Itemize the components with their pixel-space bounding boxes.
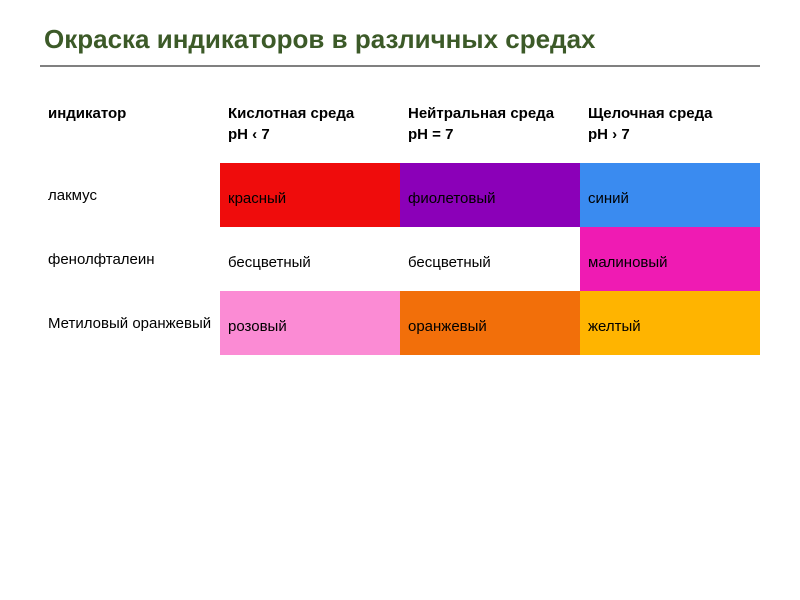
cell-text: синий [588, 184, 752, 207]
cell-methyl-alkaline: желтый [580, 291, 760, 355]
header-sub: рН ‹ 7 [228, 126, 270, 143]
header-label: Щелочная среда [588, 105, 713, 122]
cell-text: малиновый [588, 248, 752, 271]
cell-text: бесцветный [408, 248, 572, 271]
cell-text: фиолетовый [408, 184, 572, 207]
cell-methyl-neutral: оранжевый [400, 291, 580, 355]
header-indicator: индикатор [40, 97, 220, 163]
header-sub: рН › 7 [588, 126, 630, 143]
header-alkaline: Щелочная среда рН › 7 [580, 97, 760, 163]
cell-litmus-acidic: красный [220, 163, 400, 227]
slide-title: Окраска индикаторов в различных средах [40, 24, 760, 55]
cell-methyl-acidic: розовый [220, 291, 400, 355]
cell-text: оранжевый [408, 312, 572, 335]
row-label-litmus: лакмус [40, 163, 220, 227]
cell-text: бесцветный [228, 248, 392, 271]
cell-litmus-alkaline: синий [580, 163, 760, 227]
header-label: индикатор [48, 105, 126, 122]
cell-text: розовый [228, 312, 392, 335]
header-acidic: Кислотная среда рН ‹ 7 [220, 97, 400, 163]
title-divider [40, 65, 760, 67]
slide-container: Окраска индикаторов в различных средах и… [0, 0, 800, 600]
cell-text: красный [228, 184, 392, 207]
header-label: Нейтральная среда [408, 105, 554, 122]
cell-text: желтый [588, 312, 752, 335]
cell-phenol-acidic: бесцветный [220, 227, 400, 291]
row-label-methyl-orange: Метиловый оранжевый [40, 291, 220, 355]
header-label: Кислотная среда [228, 105, 354, 122]
header-sub: рН = 7 [408, 126, 453, 143]
cell-phenol-alkaline: малиновый [580, 227, 760, 291]
table-row: лакмус красный фиолетовый синий [40, 163, 760, 227]
row-label-phenolphthalein: фенолфталеин [40, 227, 220, 291]
cell-litmus-neutral: фиолетовый [400, 163, 580, 227]
header-neutral: Нейтральная среда рН = 7 [400, 97, 580, 163]
table-row: Метиловый оранжевый розовый оранжевый же… [40, 291, 760, 355]
cell-phenol-neutral: бесцветный [400, 227, 580, 291]
indicator-table: индикатор Кислотная среда рН ‹ 7 Нейтрал… [40, 97, 760, 355]
header-row: индикатор Кислотная среда рН ‹ 7 Нейтрал… [40, 97, 760, 163]
table-row: фенолфталеин бесцветный бесцветный малин… [40, 227, 760, 291]
